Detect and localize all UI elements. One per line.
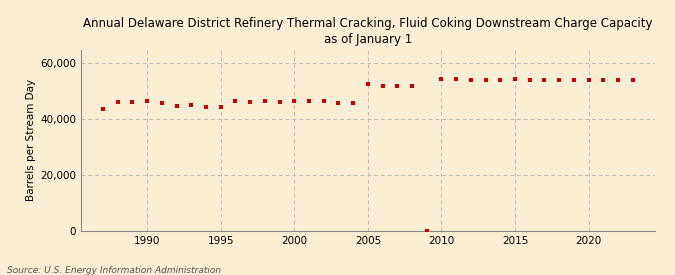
Y-axis label: Barrels per Stream Day: Barrels per Stream Day xyxy=(26,79,36,201)
Point xyxy=(142,98,153,103)
Point xyxy=(406,84,417,88)
Point xyxy=(200,104,211,109)
Point xyxy=(627,78,638,82)
Point xyxy=(436,77,447,81)
Title: Annual Delaware District Refinery Thermal Cracking, Fluid Coking Downstream Char: Annual Delaware District Refinery Therma… xyxy=(83,16,653,46)
Point xyxy=(230,99,241,103)
Point xyxy=(274,100,285,104)
Point xyxy=(421,229,432,233)
Point xyxy=(451,77,462,81)
Point xyxy=(112,100,123,104)
Point xyxy=(539,78,550,82)
Point xyxy=(554,78,564,82)
Point xyxy=(333,100,344,105)
Point xyxy=(289,99,300,103)
Point xyxy=(613,78,624,82)
Point xyxy=(362,82,373,87)
Point xyxy=(524,78,535,82)
Point xyxy=(259,99,270,103)
Point xyxy=(98,106,109,111)
Point xyxy=(568,78,579,82)
Point xyxy=(392,84,403,88)
Point xyxy=(495,78,506,82)
Point xyxy=(304,99,315,103)
Point xyxy=(127,100,138,104)
Point xyxy=(186,103,196,108)
Point xyxy=(157,101,167,106)
Point xyxy=(319,99,329,103)
Text: Source: U.S. Energy Information Administration: Source: U.S. Energy Information Administ… xyxy=(7,266,221,275)
Point xyxy=(215,104,226,109)
Point xyxy=(171,103,182,108)
Point xyxy=(466,78,477,82)
Point xyxy=(583,78,594,82)
Point xyxy=(348,101,358,105)
Point xyxy=(245,100,256,104)
Point xyxy=(598,78,609,82)
Point xyxy=(377,84,388,88)
Point xyxy=(480,78,491,82)
Point xyxy=(510,77,520,81)
